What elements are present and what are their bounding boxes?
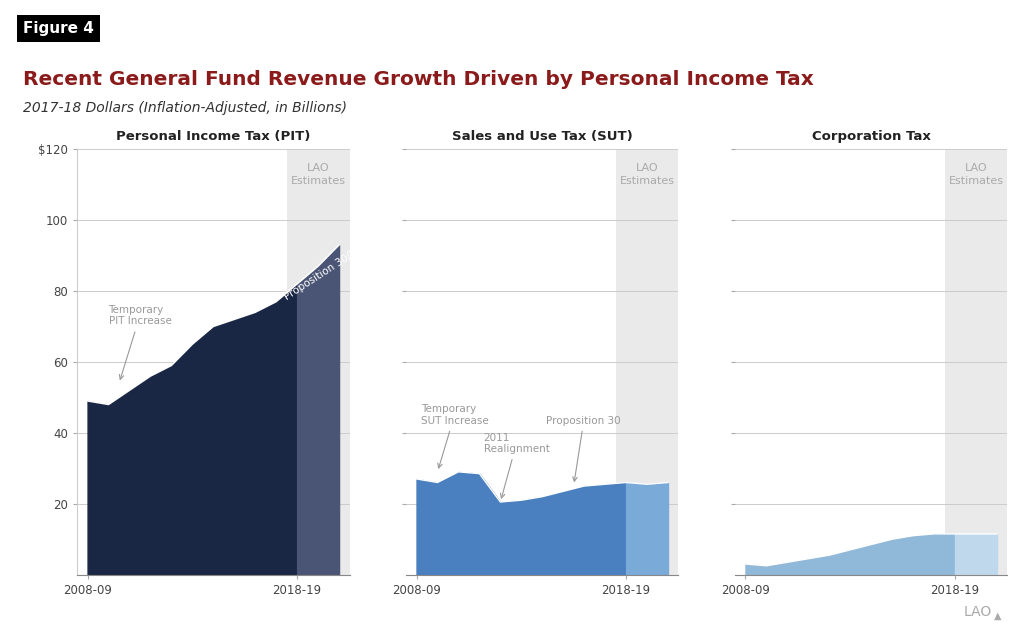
Text: LAO
Estimates: LAO Estimates xyxy=(291,163,345,186)
Text: Proposition 30: Proposition 30 xyxy=(547,416,621,481)
Text: Proposition 30/55: Proposition 30/55 xyxy=(283,244,365,302)
Text: Figure 4: Figure 4 xyxy=(23,21,94,36)
Text: LAO: LAO xyxy=(964,605,992,619)
Text: LAO
Estimates: LAO Estimates xyxy=(620,163,674,186)
Bar xyxy=(616,149,678,575)
Text: ▲: ▲ xyxy=(994,610,1001,620)
Title: Corporation Tax: Corporation Tax xyxy=(812,130,930,142)
Bar xyxy=(287,149,350,575)
Text: Temporary
SUT Increase: Temporary SUT Increase xyxy=(420,404,488,468)
Title: Personal Income Tax (PIT): Personal Income Tax (PIT) xyxy=(116,130,310,142)
Text: 2017-18 Dollars (Inflation-Adjusted, in Billions): 2017-18 Dollars (Inflation-Adjusted, in … xyxy=(23,101,346,115)
Text: 2011
Realignment: 2011 Realignment xyxy=(483,432,550,498)
Text: Recent General Fund Revenue Growth Driven by Personal Income Tax: Recent General Fund Revenue Growth Drive… xyxy=(23,70,813,89)
Text: LAO
Estimates: LAO Estimates xyxy=(949,163,1003,186)
Bar xyxy=(945,149,1007,575)
Title: Sales and Use Tax (SUT): Sales and Use Tax (SUT) xyxy=(452,130,632,142)
Text: Temporary
PIT Increase: Temporary PIT Increase xyxy=(109,305,172,379)
